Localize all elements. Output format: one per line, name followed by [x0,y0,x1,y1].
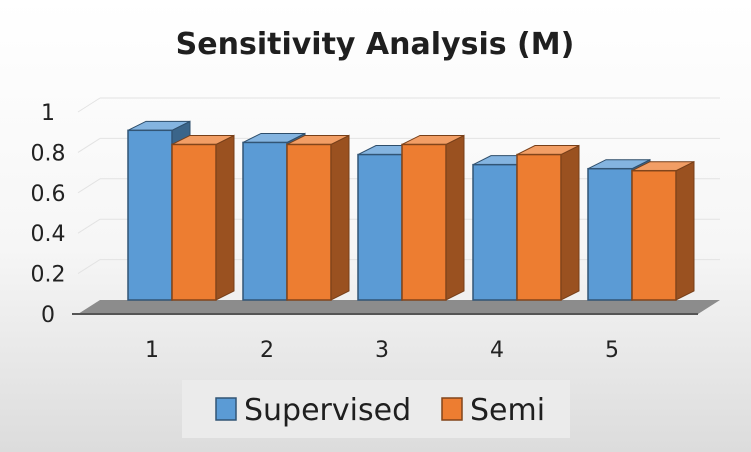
legend: Supervised Semi [182,380,570,438]
gridline-1 [77,259,101,275]
x-tick-label: 5 [605,338,619,363]
y-tick-label: 0.4 [31,222,66,247]
legend-label-supervised: Supervised [244,393,411,428]
x-tick-label: 2 [260,338,274,363]
chart-title: Sensitivity Analysis (M) [176,27,575,62]
bar-semi-3 [401,134,465,301]
floor [78,300,720,314]
gridline-5 [77,97,101,113]
axes [72,300,720,315]
gridline-4 [77,137,101,153]
y-tick-label: 0.6 [31,182,66,207]
x-tick-label: 4 [490,338,504,363]
y-tick-label: 0.8 [31,141,66,166]
y-tick-label: 0 [41,303,55,328]
bar-semi-2 [286,134,350,301]
bars [127,120,695,301]
gridline-3 [77,178,101,194]
x-tick-label: 3 [375,338,389,363]
bar-semi-4 [516,144,580,301]
gridline-2 [77,218,101,234]
legend-box [182,380,570,438]
y-tick-label: 0.2 [31,263,66,288]
x-tick-label: 1 [145,338,159,363]
legend-swatch-semi [441,397,463,421]
y-tick-label: 1 [41,101,55,126]
legend-swatch-supervised [215,397,237,421]
tick-labels: 0 0.2 0.4 0.6 0.8 1 1 2 3 4 5 [31,101,620,363]
bar-semi-5 [631,160,695,301]
bar-semi-1 [171,134,235,301]
legend-label-semi: Semi [470,393,545,428]
